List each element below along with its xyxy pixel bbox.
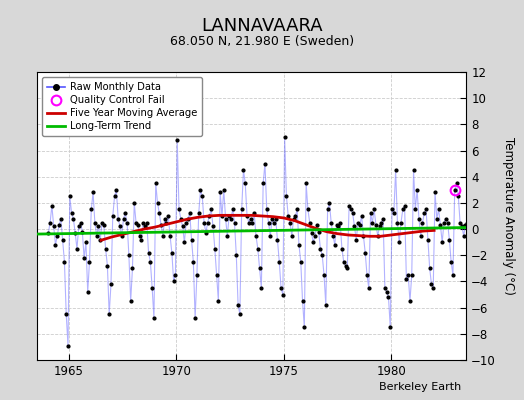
Text: Berkeley Earth: Berkeley Earth (379, 382, 461, 392)
Legend: Raw Monthly Data, Quality Control Fail, Five Year Moving Average, Long-Term Tren: Raw Monthly Data, Quality Control Fail, … (42, 77, 202, 136)
Y-axis label: Temperature Anomaly (°C): Temperature Anomaly (°C) (503, 137, 516, 295)
Text: LANNAVAARA: LANNAVAARA (201, 17, 323, 35)
Text: 68.050 N, 21.980 E (Sweden): 68.050 N, 21.980 E (Sweden) (170, 36, 354, 48)
